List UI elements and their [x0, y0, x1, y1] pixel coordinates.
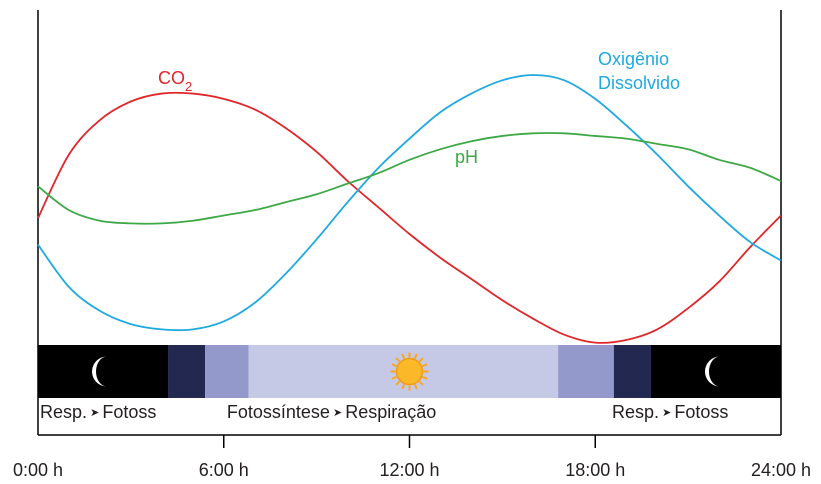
phase-labels: Resp. ➤ Fotoss Fotossíntese ➤ Respiração R…	[40, 402, 728, 422]
curves	[37, 74, 782, 344]
moon-icon	[92, 356, 108, 387]
series-label-ph: pH	[455, 147, 478, 167]
x-ticks: 0:00 h 6:00 h 12:00 h 18:00 h 24:00 h	[13, 435, 811, 480]
light-band-6	[650, 345, 781, 398]
x-tick-label: 12:00 h	[379, 460, 439, 480]
series-line-oxigenio-dissolvido	[37, 74, 782, 332]
light-band-2	[205, 345, 249, 398]
series-label-oxigenio-dissolvido-line-0: Oxigênio	[598, 49, 669, 69]
arrow-icon: ➤	[659, 407, 674, 419]
phase-label-1: Fotossíntese ➤ Respiração	[227, 402, 436, 422]
sun-icon	[390, 352, 429, 391]
series-line-ph	[37, 132, 782, 225]
series-label-oxigenio-dissolvido-line-1: Dissolvido	[598, 73, 680, 93]
arrow-icon: ➤	[330, 407, 345, 419]
moon-icon	[704, 356, 720, 387]
x-tick-label: 0:00 h	[13, 460, 63, 480]
light-band-5	[613, 345, 651, 398]
x-tick-label: 24:00 h	[751, 460, 811, 480]
curve-labels: CO2 Oxigênio Dissolvido pH	[158, 49, 680, 167]
light-band-4	[558, 345, 614, 398]
series-label-co2: CO2	[158, 68, 192, 94]
day-night-icons	[92, 352, 720, 391]
x-tick-label: 18:00 h	[565, 460, 625, 480]
phase-label-2: Resp. ➤ Fotoss	[612, 402, 728, 422]
phase-label-0: Resp. ➤ Fotoss	[40, 402, 156, 422]
light-band-0	[38, 345, 169, 398]
series-line-co2	[37, 91, 782, 344]
light-band-1	[168, 345, 206, 398]
x-tick-label: 6:00 h	[199, 460, 249, 480]
arrow-icon: ➤	[87, 407, 102, 419]
